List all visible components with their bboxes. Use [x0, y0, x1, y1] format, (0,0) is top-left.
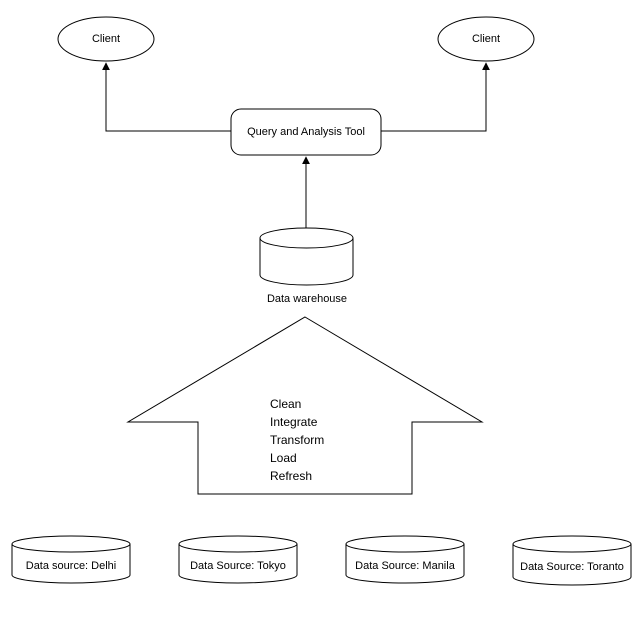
client-right-node	[438, 17, 534, 61]
data-warehouse-node	[260, 228, 353, 285]
diagram-stage: Client Client Query and Analysis Tool Da…	[0, 0, 641, 621]
query-tool-node	[231, 109, 381, 155]
client-left-node	[58, 17, 154, 61]
data-source-delhi-node	[12, 536, 130, 583]
data-source-tokyo-node	[179, 536, 297, 583]
edge-tool-to-client-left-elbow	[106, 110, 231, 131]
etl-block-arrow	[128, 317, 482, 494]
diagram-svg	[0, 0, 641, 621]
edge-tool-to-client-right-elbow	[381, 110, 486, 131]
data-source-toranto-node	[513, 536, 631, 585]
data-source-manila-node	[346, 536, 464, 583]
